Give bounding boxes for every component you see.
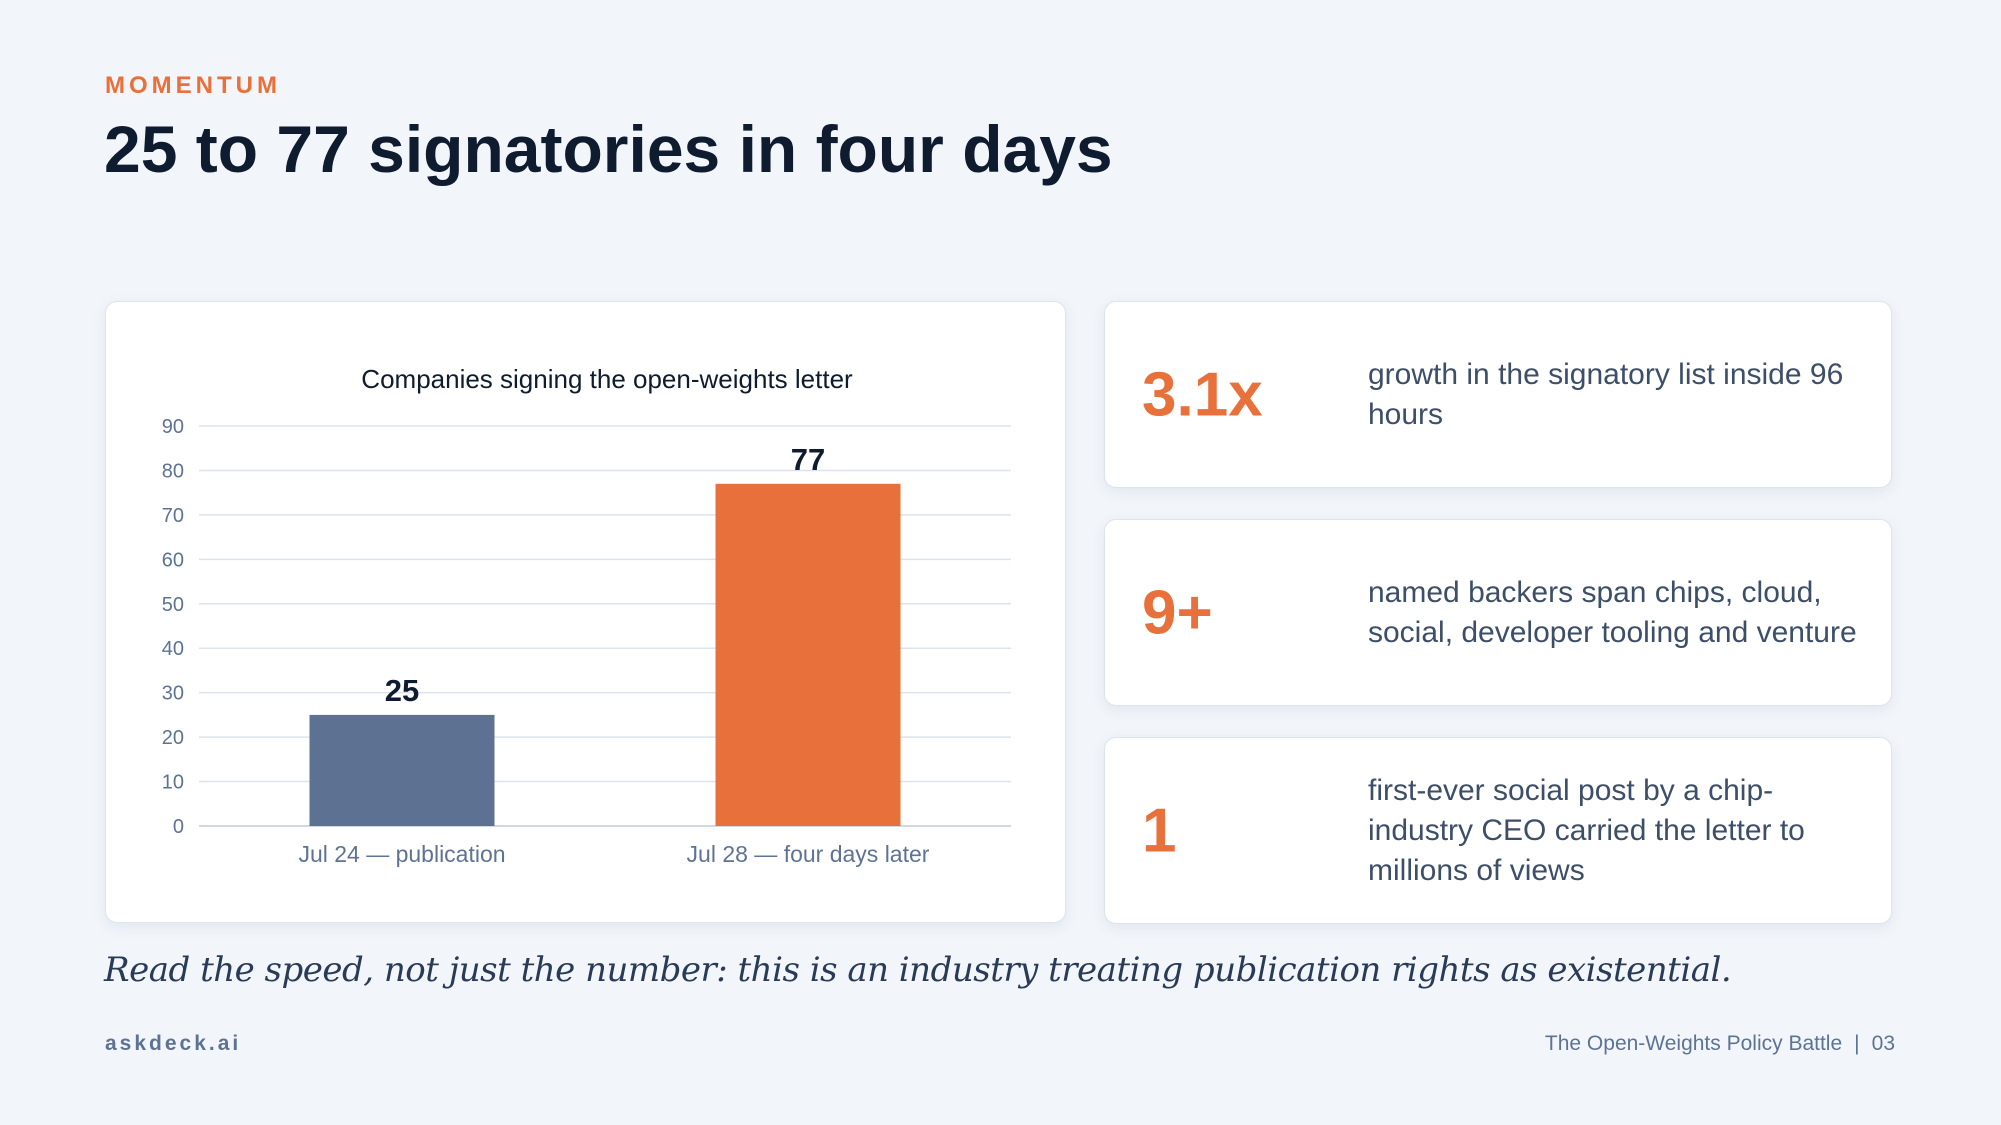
stat-value: 3.1x	[1142, 360, 1263, 429]
bar-chart: Companies signing the open-weights lette…	[162, 364, 1011, 867]
x-tick-label: Jul 24 — publication	[298, 841, 505, 867]
stat-description: growth in the signatory list inside 96 h…	[1368, 357, 1844, 431]
data-label: 25	[385, 673, 419, 708]
data-label: 77	[791, 442, 825, 477]
stat-value: 9+	[1142, 578, 1213, 647]
bar	[309, 714, 495, 826]
y-tick-label: 80	[162, 460, 184, 482]
chart-card: Companies signing the open-weights lette…	[105, 301, 1066, 923]
y-tick-label: 20	[162, 727, 184, 749]
footer-separator: |	[1854, 1032, 1860, 1055]
deck-title: The Open-Weights Policy Battle	[1544, 1032, 1843, 1055]
y-tick-label: 90	[162, 416, 184, 438]
takeaway-quote: Read the speed, not just the number: thi…	[104, 950, 1732, 990]
stat-card-growth: 3.1x growth in the signatory list inside…	[1104, 301, 1892, 488]
y-tick-label: 60	[162, 549, 184, 571]
footer-deck-info: The Open-Weights Policy Battle | 03	[1545, 1032, 1895, 1056]
y-tick-label: 40	[162, 638, 184, 660]
y-tick-label: 70	[162, 505, 184, 527]
y-tick-label: 30	[162, 683, 184, 705]
brand-logo-text: askdeck.ai	[105, 1032, 242, 1055]
y-tick-label: 0	[173, 816, 184, 838]
page-number: 03	[1871, 1032, 1895, 1055]
stat-value: 1	[1142, 796, 1177, 865]
stat-description: first-ever social post by a chip-industr…	[1368, 773, 1805, 887]
bar	[715, 483, 901, 826]
chart-title: Companies signing the open-weights lette…	[361, 364, 853, 394]
slide-title: 25 to 77 signatories in four days	[104, 112, 1113, 186]
x-tick-label: Jul 28 — four days later	[687, 841, 930, 867]
section-eyebrow: MOMENTUM	[105, 72, 281, 99]
y-tick-label: 10	[162, 772, 184, 794]
stat-description: named backers span chips, cloud, social,…	[1368, 575, 1857, 649]
stat-card-ceo-post: 1 first-ever social post by a chip-indus…	[1104, 737, 1892, 924]
stat-card-backers: 9+ named backers span chips, cloud, soci…	[1104, 519, 1892, 706]
y-tick-label: 50	[162, 594, 184, 616]
